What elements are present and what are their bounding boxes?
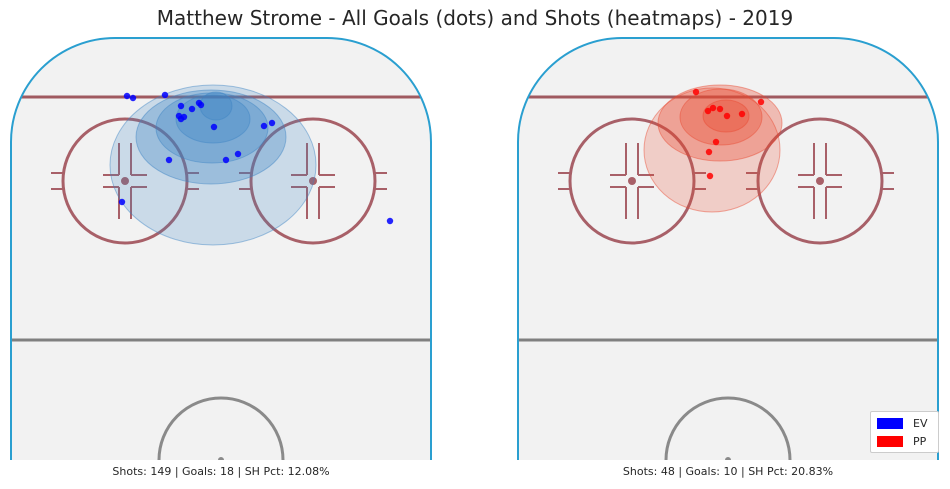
goal-point <box>234 150 242 158</box>
goal-point <box>268 119 276 127</box>
center-dot <box>218 457 224 460</box>
goal-point <box>123 92 131 100</box>
boards <box>517 37 939 460</box>
goal-point <box>188 105 196 113</box>
goal-point <box>704 107 712 115</box>
faceoff-dot-left <box>121 177 129 185</box>
goal-point <box>260 122 268 130</box>
goal-point <box>716 105 724 113</box>
goal-point <box>723 112 731 120</box>
legend-label-pp: PP <box>913 434 927 448</box>
goal-point <box>709 104 717 112</box>
legend-label-ev: EV <box>913 416 928 430</box>
goal-point <box>757 98 765 106</box>
ev-rink <box>10 37 432 460</box>
goal-point <box>692 88 700 96</box>
legend-swatch-ev <box>877 417 903 429</box>
faceoff-dot-right <box>309 177 317 185</box>
goal-point <box>386 217 394 225</box>
legend-entry-pp: PP <box>877 434 926 448</box>
goal-point <box>738 110 746 118</box>
legend-swatch-pp <box>877 435 903 447</box>
goal-point <box>706 172 714 180</box>
goal-point <box>177 102 185 110</box>
faceoff-circle-right <box>249 117 377 245</box>
ice-surface <box>11 38 431 460</box>
goal-point <box>165 156 173 164</box>
boards <box>10 37 432 460</box>
center-circle <box>664 396 792 460</box>
center-circle <box>157 396 285 460</box>
center-dot <box>725 457 731 460</box>
heatmap-level-5 <box>199 91 233 121</box>
ev-caption: Shots: 149 | Goals: 18 | SH Pct: 12.08% <box>112 465 330 478</box>
goal-point <box>712 138 720 146</box>
chart-title: Matthew Strome - All Goals (dots) and Sh… <box>156 6 794 30</box>
faceoff-dot-left <box>628 177 636 185</box>
goal-point <box>210 123 218 131</box>
heatmap-level-4 <box>175 94 251 144</box>
faceoff-circle-left <box>568 117 696 245</box>
goal-point <box>180 113 188 121</box>
faceoff-dot-right <box>816 177 824 185</box>
goal-point <box>118 198 126 206</box>
pp-caption: Shots: 48 | Goals: 10 | SH Pct: 20.83% <box>622 465 834 478</box>
ice-surface <box>518 38 938 460</box>
heatmap-level-2 <box>135 89 287 185</box>
legend: EV PP <box>870 411 939 453</box>
goal-point <box>197 101 205 109</box>
goal-point <box>222 156 230 164</box>
legend-entry-ev: EV <box>877 416 927 430</box>
heatmap-level-1 <box>643 87 781 213</box>
heatmap-level-3 <box>679 88 763 146</box>
goal-point <box>161 91 169 99</box>
goal-point <box>129 94 137 102</box>
faceoff-circle-left <box>61 117 189 245</box>
heatmap-level-2 <box>657 84 783 162</box>
goal-point <box>705 148 713 156</box>
pp-rink <box>517 37 939 460</box>
faceoff-circle-right <box>756 117 884 245</box>
